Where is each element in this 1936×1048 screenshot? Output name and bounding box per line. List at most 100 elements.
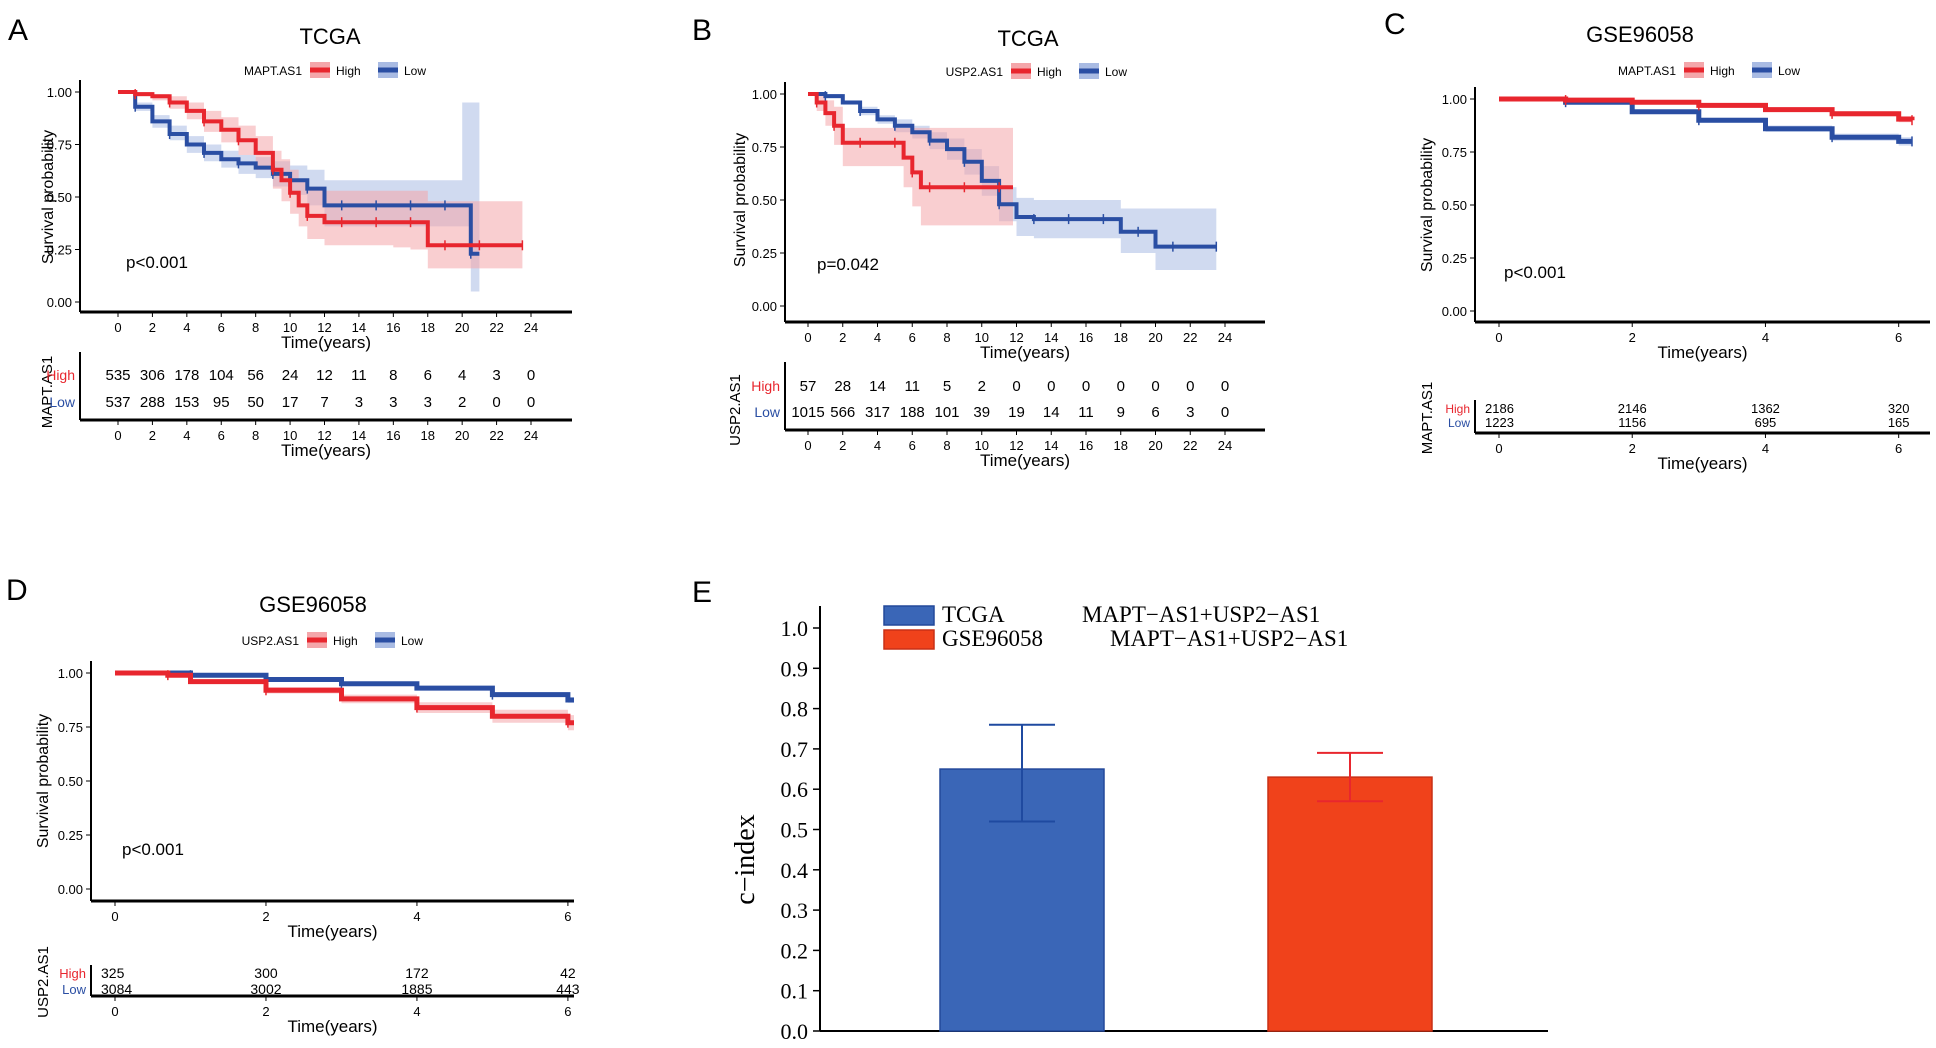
y-tick-label: 0.0 [781, 1019, 809, 1044]
risk-count: 0 [1221, 378, 1229, 395]
risk-count: 1156 [1618, 415, 1646, 430]
x-tick-label: 14 [1044, 330, 1058, 345]
risk-count: 0 [1221, 404, 1229, 421]
bar-gse96058 [1267, 776, 1433, 1032]
risk-count: 42 [560, 965, 576, 981]
risk-table-ylabel: USP2.AS1 [727, 374, 744, 446]
y-tick-label: 0.1 [781, 979, 809, 1004]
risk-count: 11 [1078, 404, 1094, 421]
risk-x-tick-label: 16 [386, 428, 400, 443]
y-tick-label: 0.2 [781, 938, 809, 963]
risk-count: 14 [869, 378, 886, 395]
x-tick-label: 22 [489, 320, 503, 335]
risk-x-tick-label: 10 [975, 438, 989, 453]
y-tick-label: 1.0 [781, 616, 809, 641]
chart-title: TCGA [299, 24, 360, 49]
ci-band-high [115, 673, 574, 731]
legend-model: MAPT−AS1+USP2−AS1 [1082, 602, 1320, 627]
x-axis-label: Time(years) [287, 922, 377, 941]
risk-group-label-high: High [59, 966, 86, 981]
risk-count: 3 [1186, 404, 1194, 421]
risk-x-tick-label: 2 [839, 438, 846, 453]
legend-label-high: High [1037, 65, 1062, 79]
x-tick-label: 4 [874, 330, 881, 345]
x-tick-label: 4 [183, 320, 190, 335]
legend-label-low: Low [1105, 65, 1127, 79]
y-tick-label: 0.00 [58, 882, 83, 897]
risk-x-tick-label: 6 [909, 438, 916, 453]
y-tick-label: 1.00 [752, 87, 777, 102]
risk-count: 535 [105, 367, 130, 384]
risk-count: 1223 [1485, 415, 1514, 430]
risk-x-tick-label: 24 [524, 428, 538, 443]
x-tick-label: 0 [1495, 330, 1502, 345]
risk-count: 3 [355, 394, 363, 411]
risk-x-tick-label: 14 [352, 428, 366, 443]
x-tick-label: 8 [943, 330, 950, 345]
x-tick-label: 20 [1148, 330, 1162, 345]
y-axis-label: Survival probability [35, 714, 52, 848]
risk-count: 57 [800, 378, 817, 395]
risk-count: 24 [282, 367, 299, 384]
x-tick-label: 24 [524, 320, 538, 335]
risk-count: 0 [527, 367, 535, 384]
risk-count: 3084 [101, 981, 132, 997]
risk-count: 3002 [250, 981, 281, 997]
y-tick-label: 0.00 [1442, 304, 1467, 319]
risk-count: 11 [904, 378, 920, 395]
legend: USP2.AS1 High Low [946, 63, 1127, 79]
risk-count: 4 [458, 367, 466, 384]
y-axis-label: Survival probability [732, 133, 749, 267]
risk-table-ylabel: MAPT.AS1 [39, 356, 56, 429]
risk-count: 2 [978, 378, 986, 395]
legend-title: USP2.AS1 [946, 65, 1004, 79]
y-tick-label: 0.50 [58, 774, 83, 789]
legend: MAPT.AS1 High Low [1618, 62, 1800, 78]
risk-count: 19 [1008, 404, 1025, 421]
ci-band-high [118, 92, 523, 269]
y-tick-label: 0.7 [781, 737, 809, 762]
risk-count: 95 [213, 394, 230, 411]
risk-count: 56 [247, 367, 264, 384]
risk-x-tick-label: 2 [149, 428, 156, 443]
risk-count: 306 [140, 367, 165, 384]
risk-count: 39 [973, 404, 990, 421]
risk-x-tick-label: 4 [1762, 441, 1769, 456]
risk-count: 6 [424, 367, 432, 384]
y-tick-label: 1.00 [1442, 92, 1467, 107]
chart-title: GSE96058 [259, 592, 367, 617]
risk-count: 11 [351, 367, 367, 384]
y-tick-label: 0.25 [47, 243, 72, 258]
legend-model: MAPT−AS1+USP2−AS1 [1110, 626, 1348, 651]
risk-x-tick-label: 12 [317, 428, 331, 443]
risk-count: 188 [900, 404, 925, 421]
x-tick-label: 4 [1762, 330, 1769, 345]
panel-letter: B [692, 14, 712, 47]
x-tick-label: 6 [564, 909, 571, 924]
x-tick-label: 20 [455, 320, 469, 335]
risk-count: 2146 [1618, 401, 1647, 416]
y-tick-label: 1.00 [47, 85, 72, 100]
risk-count: 443 [556, 981, 580, 997]
risk-count: 320 [1888, 401, 1910, 416]
x-tick-label: 16 [1079, 330, 1093, 345]
risk-x-tick-label: 2 [1629, 441, 1636, 456]
risk-count: 0 [1082, 378, 1090, 395]
risk-count: 165 [1888, 415, 1910, 430]
legend-key-gse96058 [883, 629, 935, 650]
x-tick-label: 6 [909, 330, 916, 345]
y-tick-label: 0.9 [781, 656, 809, 681]
x-tick-label: 16 [386, 320, 400, 335]
y-tick-label: 0.8 [781, 697, 809, 722]
risk-count: 1885 [401, 981, 432, 997]
risk-table-ylabel: MAPT.AS1 [1419, 382, 1436, 455]
risk-count: 0 [1151, 378, 1159, 395]
risk-group-label-high: High [46, 367, 75, 383]
panel-letter: E [692, 576, 712, 609]
legend-label-high: High [1710, 64, 1735, 78]
legend-title: MAPT.AS1 [244, 64, 302, 78]
y-axis-label: Survival probability [1419, 138, 1436, 272]
